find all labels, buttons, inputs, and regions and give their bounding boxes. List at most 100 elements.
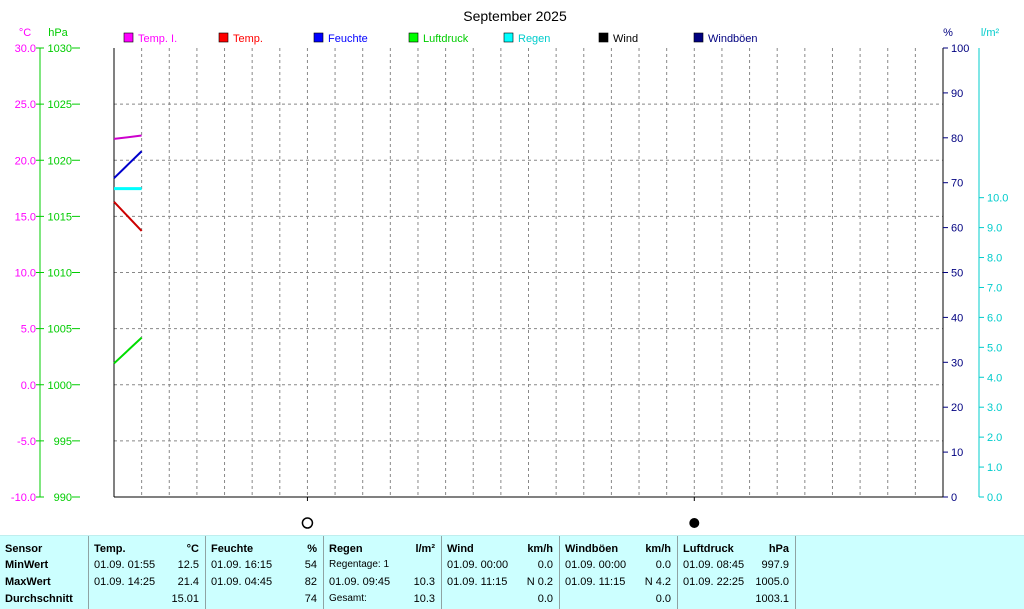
legend-label: Temp. I.: [138, 33, 177, 45]
pressure-avg-value: 1003.1: [755, 593, 789, 605]
legend-swatch: [503, 32, 514, 43]
col-wind: Wind km/h 01.09. 00:00 0.0 01.09. 11:15 N 0…: [442, 536, 560, 609]
rain-days: Regentage: 1: [329, 559, 390, 570]
header-humidity-unit: %: [307, 543, 317, 555]
new-moon-icon: [689, 518, 700, 528]
series-line: [113, 150, 143, 179]
wind-min-value: 0.0: [537, 559, 553, 571]
header-wind-unit: km/h: [527, 543, 553, 555]
rain-tick-label: 3.0: [987, 402, 1002, 414]
rain-tick-label: 2.0: [987, 432, 1002, 444]
header-humidity: Feuchte: [211, 543, 254, 555]
header-rain-unit: l/m²: [415, 543, 435, 555]
series-line: [113, 134, 142, 140]
rain-tick-label: 10.0: [987, 193, 1008, 205]
legend-swatch: [693, 32, 704, 43]
pressure-tick-label: 1005: [48, 324, 72, 336]
legend-label: Temp.: [233, 33, 263, 45]
header-sensor: Sensor: [5, 543, 43, 555]
col-temp: Temp. °C 01.09. 01:55 12.5 01.09. 14:25 21.…: [89, 536, 206, 609]
col-humidity: Feuchte% 01.09. 16:15 54 01.09. 04:45 82 7…: [206, 536, 324, 609]
temp-unit-label: °C: [19, 27, 31, 39]
rain-tick-label: 9.0: [987, 223, 1002, 235]
legend-label: Regen: [518, 33, 550, 45]
rain-max-value: 10.3: [413, 576, 435, 588]
pressure-tick-label: 1030: [48, 43, 72, 55]
pressure-unit-label: hPa: [48, 27, 68, 39]
rain-tick-label: 5.0: [987, 342, 1002, 354]
humidity-tick-label: 40: [951, 312, 963, 324]
gusts-min-value: 0.0: [655, 559, 671, 571]
humidity-max-value: 82: [304, 576, 317, 588]
humidity-tick-label: 10: [951, 447, 963, 459]
legend-label: Wind: [613, 33, 638, 45]
legend-swatch: [408, 32, 419, 43]
rain-max-time: 01.09. 09:45: [329, 576, 391, 588]
pressure-tick-label: 1025: [48, 99, 72, 111]
legend: Temp. I. Temp. Feuchte Luftdruck Regen Wind Wi…: [123, 32, 758, 45]
pressure-min-time: 01.09. 08:45: [683, 559, 745, 571]
wind-avg-value: 0.0: [537, 593, 553, 605]
gusts-avg-value: 0.0: [655, 593, 671, 605]
pressure-tick-label: 990: [54, 492, 72, 504]
pressure-max-value: 1005.0: [755, 576, 789, 588]
wind-max-value: N 0.2: [526, 576, 553, 588]
rain-tick-label: 4.0: [987, 372, 1002, 384]
rain-total-value: 10.3: [413, 593, 435, 605]
temp-max-time: 01.09. 14:25: [94, 576, 156, 588]
pressure-tick-label: 1000: [48, 380, 72, 392]
rain-tick-label: 0.0: [987, 492, 1002, 504]
rain-tick-label: 7.0: [987, 282, 1002, 294]
humidity-min-value: 54: [304, 559, 317, 571]
temp-tick-label: 25.0: [15, 99, 36, 111]
wind-max-time: 01.09. 11:15: [447, 576, 508, 588]
temp-tick-label: 15.0: [15, 211, 36, 223]
full-moon-icon: [301, 517, 314, 529]
temp-tick-label: 10.0: [15, 268, 36, 280]
col-sensor: Sensor MinWert MaxWert Durchschnitt: [0, 536, 89, 609]
humidity-tick-label: 80: [951, 133, 963, 145]
humidity-tick-label: 50: [951, 268, 963, 280]
humidity-tick-label: 30: [951, 357, 963, 369]
wind-min-time: 01.09. 00:00: [447, 559, 509, 571]
row-label-min: MinWert: [5, 559, 49, 571]
humidity-tick-label: 70: [951, 178, 963, 190]
series-line: [113, 336, 143, 365]
moon-phases: [301, 497, 700, 529]
grid: [114, 48, 943, 497]
pressure-tick-label: 1010: [48, 268, 72, 280]
weather-chart: September 2025 Temp. I. Temp. Feuchte Luftd…: [11, 8, 1009, 529]
humidity-tick-label: 20: [951, 402, 963, 414]
humidity-avg-value: 74: [304, 593, 317, 605]
temp-tick-label: 30.0: [15, 43, 36, 55]
humidity-unit-label: %: [943, 27, 953, 39]
temp-tick-label: 5.0: [21, 324, 36, 336]
header-rain: Regen: [329, 543, 363, 555]
legend-swatch: [218, 32, 229, 43]
chart-title: September 2025: [463, 8, 567, 24]
legend-swatch: [313, 32, 324, 43]
temp-tick-label: -10.0: [11, 492, 36, 504]
humidity-tick-label: 0: [951, 492, 957, 504]
col-rain: Regen l/m² Regentage: 1 01.09. 09:45 10.3 …: [324, 536, 442, 609]
legend-label: Windböen: [708, 33, 758, 45]
series-lines: [113, 134, 143, 365]
header-gusts: Windböen: [565, 543, 619, 555]
legend-swatch: [123, 32, 134, 43]
humidity-max-time: 01.09. 04:45: [211, 576, 273, 588]
header-pressure: Luftdruck: [683, 543, 734, 555]
temp-tick-label: -5.0: [17, 436, 36, 448]
pressure-tick-label: 1015: [48, 211, 72, 223]
header-wind: Wind: [447, 543, 474, 555]
legend-label: Luftdruck: [423, 33, 469, 45]
temp-min-time: 01.09. 01:55: [94, 559, 156, 571]
col-gusts: Windböen km/h 01.09. 00:00 0.0 01.09. 11:1…: [560, 536, 678, 609]
pressure-min-value: 997.9: [761, 559, 789, 571]
temp-tick-label: 20.0: [15, 155, 36, 167]
rain-unit-label: l/m²: [981, 27, 1000, 39]
col-pressure: Luftdruck hPa 01.09. 08:45 997.9 01.09. 22…: [678, 536, 796, 609]
statistics-table: Sensor MinWert MaxWert Durchschnitt Temp…: [0, 535, 1024, 609]
header-temp-unit: °C: [186, 543, 199, 555]
header-temp: Temp.: [94, 543, 126, 555]
